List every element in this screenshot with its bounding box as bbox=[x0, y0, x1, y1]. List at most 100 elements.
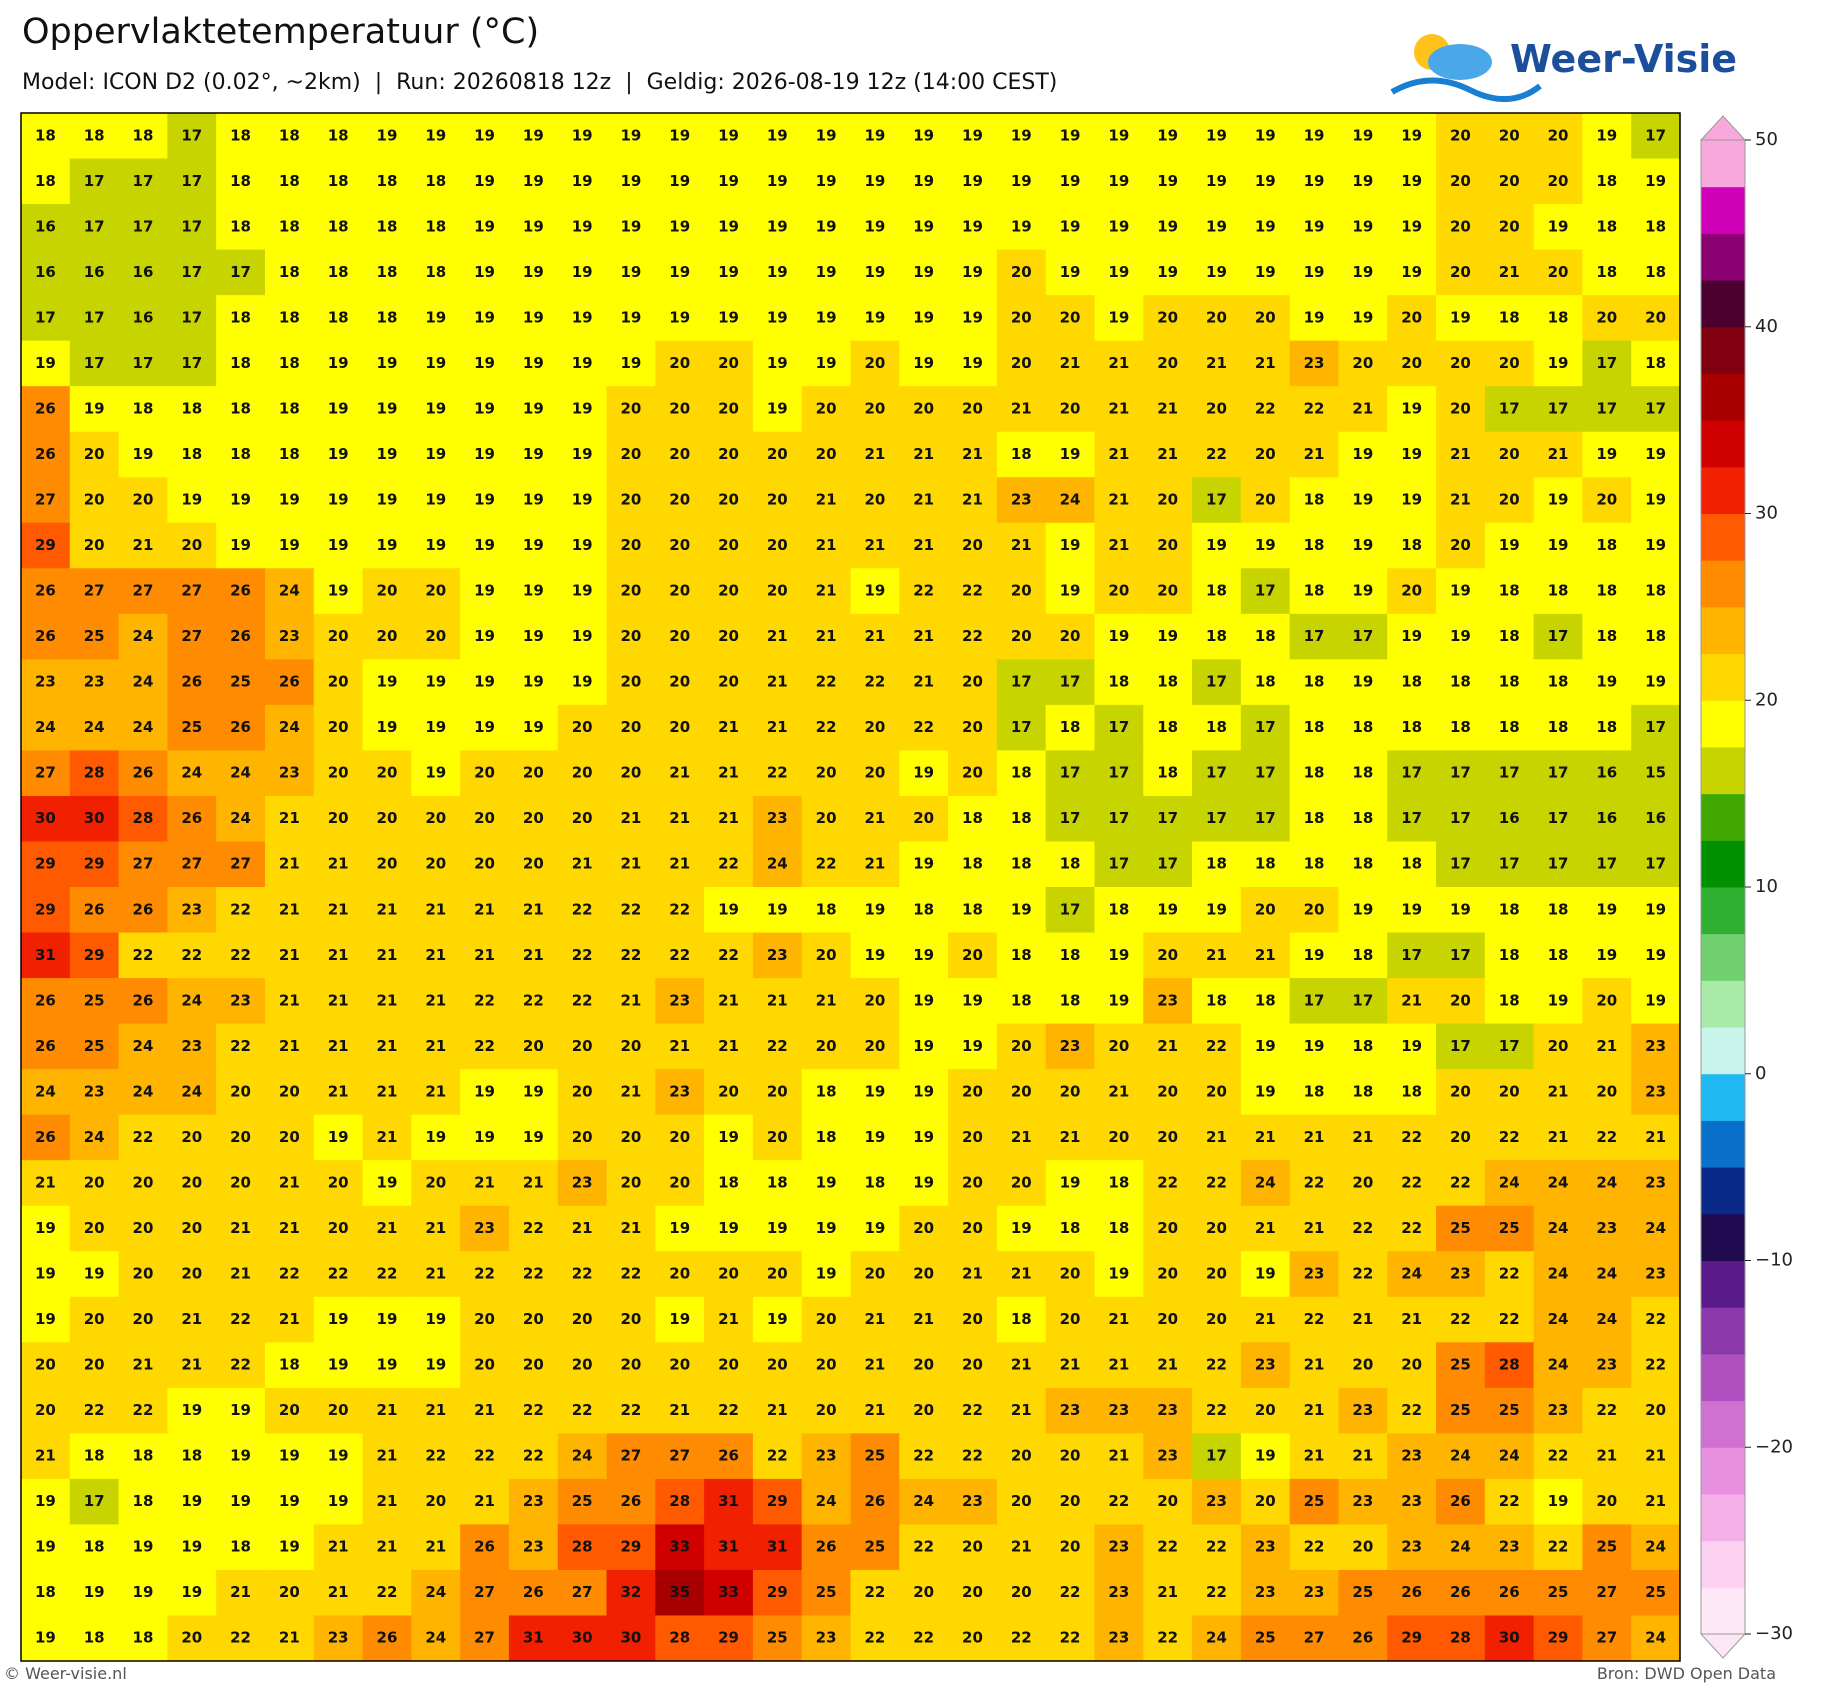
temp-label: 20 bbox=[767, 491, 788, 509]
temp-cell bbox=[1094, 1433, 1144, 1480]
temp-label: 20 bbox=[864, 1265, 885, 1283]
temp-label: 23 bbox=[523, 1538, 544, 1556]
temp-cell bbox=[167, 841, 217, 888]
temp-cell bbox=[850, 431, 900, 478]
temp-label: 19 bbox=[181, 1492, 202, 1510]
temp-label: 20 bbox=[913, 399, 934, 417]
temp-cell bbox=[1240, 113, 1291, 160]
temp-label: 18 bbox=[133, 1447, 154, 1465]
temp-label: 17 bbox=[84, 354, 105, 372]
temp-label: 18 bbox=[1108, 673, 1129, 691]
temp-label: 17 bbox=[1352, 991, 1373, 1009]
temp-label: 19 bbox=[425, 718, 446, 736]
temp-label: 20 bbox=[767, 445, 788, 463]
temp-label: 23 bbox=[181, 1037, 202, 1055]
temp-cell bbox=[606, 932, 656, 979]
temp-cell bbox=[508, 1342, 559, 1389]
temp-cell bbox=[1240, 1251, 1291, 1298]
temp-cell bbox=[1192, 386, 1242, 433]
temp-label: 21 bbox=[1060, 354, 1081, 372]
temp-label: 22 bbox=[1206, 1401, 1227, 1419]
temp-cell bbox=[557, 659, 608, 706]
temp-label: 21 bbox=[425, 946, 446, 964]
temp-label: 18 bbox=[425, 172, 446, 190]
temp-cell bbox=[1240, 477, 1291, 524]
temp-cell bbox=[1192, 1478, 1242, 1525]
temp-label: 17 bbox=[1304, 627, 1325, 645]
temp-label: 19 bbox=[864, 308, 885, 326]
temp-label: 19 bbox=[1304, 217, 1325, 235]
temp-cell bbox=[1143, 158, 1193, 205]
temp-cell bbox=[557, 932, 608, 979]
temp-cell bbox=[557, 704, 608, 751]
temp-cell bbox=[1338, 1160, 1388, 1207]
temp-cell bbox=[752, 1296, 803, 1343]
temp-label: 22 bbox=[962, 582, 983, 600]
temp-label: 17 bbox=[181, 263, 202, 281]
temp-cell bbox=[752, 1569, 803, 1616]
temp-label: 17 bbox=[1255, 764, 1276, 782]
temp-label: 31 bbox=[523, 1629, 544, 1647]
temp-cell bbox=[899, 932, 949, 979]
temp-cell bbox=[69, 1615, 120, 1662]
temp-label: 22 bbox=[1352, 1219, 1373, 1237]
temp-cell bbox=[216, 568, 266, 615]
temp-label: 18 bbox=[1499, 946, 1520, 964]
temp-label: 21 bbox=[718, 718, 739, 736]
colorbar-segment bbox=[1701, 887, 1745, 935]
temp-cell bbox=[313, 1069, 364, 1116]
temp-label: 22 bbox=[1645, 1310, 1666, 1328]
temp-cell bbox=[752, 659, 803, 706]
temp-cell bbox=[1143, 1433, 1193, 1480]
temp-label: 18 bbox=[133, 126, 154, 144]
temp-label: 33 bbox=[718, 1583, 739, 1601]
temp-label: 22 bbox=[572, 1265, 593, 1283]
temp-cell bbox=[948, 204, 998, 251]
temp-cell bbox=[460, 750, 510, 797]
temp-cell bbox=[1533, 522, 1583, 569]
temp-cell bbox=[167, 613, 217, 660]
temp-cell bbox=[118, 158, 168, 205]
temp-label: 21 bbox=[962, 445, 983, 463]
temp-cell bbox=[362, 1160, 412, 1207]
temp-cell bbox=[996, 659, 1047, 706]
temp-cell bbox=[362, 204, 412, 251]
temp-cell bbox=[606, 887, 656, 934]
temp-label: 27 bbox=[669, 1447, 690, 1465]
temp-cell bbox=[362, 1296, 412, 1343]
temp-label: 19 bbox=[133, 1583, 154, 1601]
temp-cell bbox=[1387, 1114, 1437, 1161]
temp-cell bbox=[606, 659, 656, 706]
temp-cell bbox=[752, 1251, 803, 1298]
temp-label: 19 bbox=[816, 308, 837, 326]
temp-cell bbox=[1192, 249, 1242, 296]
temp-label: 17 bbox=[1060, 809, 1081, 827]
temp-label: 19 bbox=[523, 491, 544, 509]
temp-label: 19 bbox=[1255, 1082, 1276, 1100]
temp-cell bbox=[460, 1524, 510, 1571]
temp-cell bbox=[1436, 249, 1486, 296]
temp-label: 20 bbox=[1011, 1447, 1032, 1465]
temp-cell bbox=[850, 1296, 900, 1343]
temp-cell bbox=[1094, 887, 1144, 934]
temp-cell bbox=[1192, 750, 1242, 797]
temp-label: 19 bbox=[1108, 172, 1129, 190]
temp-cell bbox=[216, 1296, 266, 1343]
temp-cell bbox=[899, 204, 949, 251]
temp-label: 19 bbox=[425, 1128, 446, 1146]
temp-cell bbox=[655, 978, 705, 1025]
temp-label: 20 bbox=[864, 991, 885, 1009]
temp-cell bbox=[704, 750, 754, 797]
temp-label: 21 bbox=[864, 536, 885, 554]
temp-cell bbox=[1192, 1569, 1242, 1616]
temp-cell bbox=[411, 340, 461, 387]
temp-label: 19 bbox=[572, 126, 593, 144]
temp-cell bbox=[1192, 1433, 1242, 1480]
temp-label: 22 bbox=[767, 764, 788, 782]
temp-cell bbox=[460, 932, 510, 979]
temp-label: 22 bbox=[913, 1629, 934, 1647]
temp-label: 19 bbox=[962, 126, 983, 144]
temp-cell bbox=[1094, 1251, 1144, 1298]
temp-label: 19 bbox=[1450, 627, 1471, 645]
temp-label: 19 bbox=[35, 1265, 56, 1283]
